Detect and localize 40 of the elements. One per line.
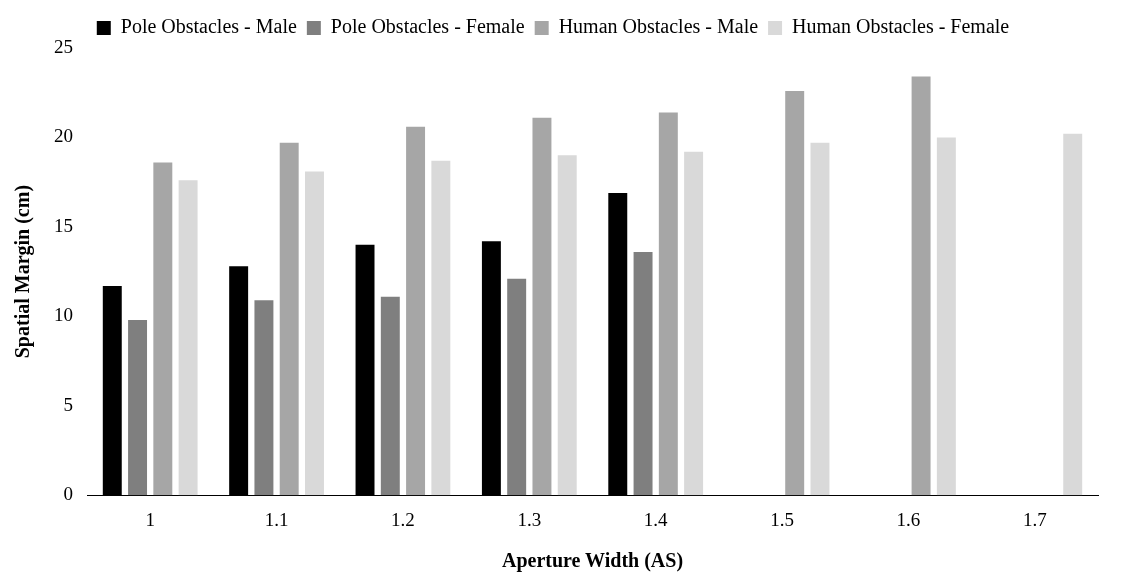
x-tick-label: 1.4	[643, 508, 669, 530]
x-tick-label: 1.3	[517, 508, 542, 530]
bar	[178, 180, 198, 496]
bar	[431, 160, 451, 496]
bar	[911, 76, 931, 496]
legend-label: Human Obstacles - Female	[792, 15, 1010, 38]
bar	[1063, 133, 1083, 496]
bar	[128, 319, 148, 496]
y-tick-label: 10	[54, 304, 73, 326]
legend-label: Pole Obstacles - Female	[330, 15, 525, 38]
x-axis-title: Aperture Width (AS)	[501, 549, 684, 573]
bar	[684, 151, 704, 496]
legend-label: Pole Obstacles - Male	[120, 15, 297, 38]
legend-label: Human Obstacles - Male	[558, 15, 759, 38]
y-tick-label: 5	[63, 393, 73, 415]
x-tick-label: 1.5	[770, 508, 794, 530]
bar	[936, 137, 956, 496]
y-tick-label: 20	[54, 125, 73, 147]
bar	[810, 142, 830, 496]
bar	[279, 142, 299, 496]
bar	[658, 112, 678, 496]
y-tick-label: 15	[54, 214, 73, 236]
bar	[254, 300, 274, 496]
bar	[507, 278, 527, 496]
x-tick-label: 1	[145, 508, 155, 530]
bar	[557, 155, 577, 496]
y-axis-title: Spatial Margin (cm)	[11, 184, 35, 359]
bar	[305, 171, 324, 496]
x-tick-label: 1.2	[391, 508, 415, 530]
x-tick-label: 1.7	[1022, 508, 1047, 530]
y-tick-label: 0	[63, 483, 73, 505]
bar	[532, 117, 552, 496]
bar	[153, 162, 173, 496]
y-tick-label: 25	[54, 35, 73, 57]
bar	[633, 251, 653, 496]
bar	[406, 126, 426, 496]
x-tick-label: 1.6	[896, 508, 921, 530]
bar	[380, 296, 400, 496]
bar	[785, 90, 805, 496]
x-tick-label: 1.1	[264, 508, 289, 530]
